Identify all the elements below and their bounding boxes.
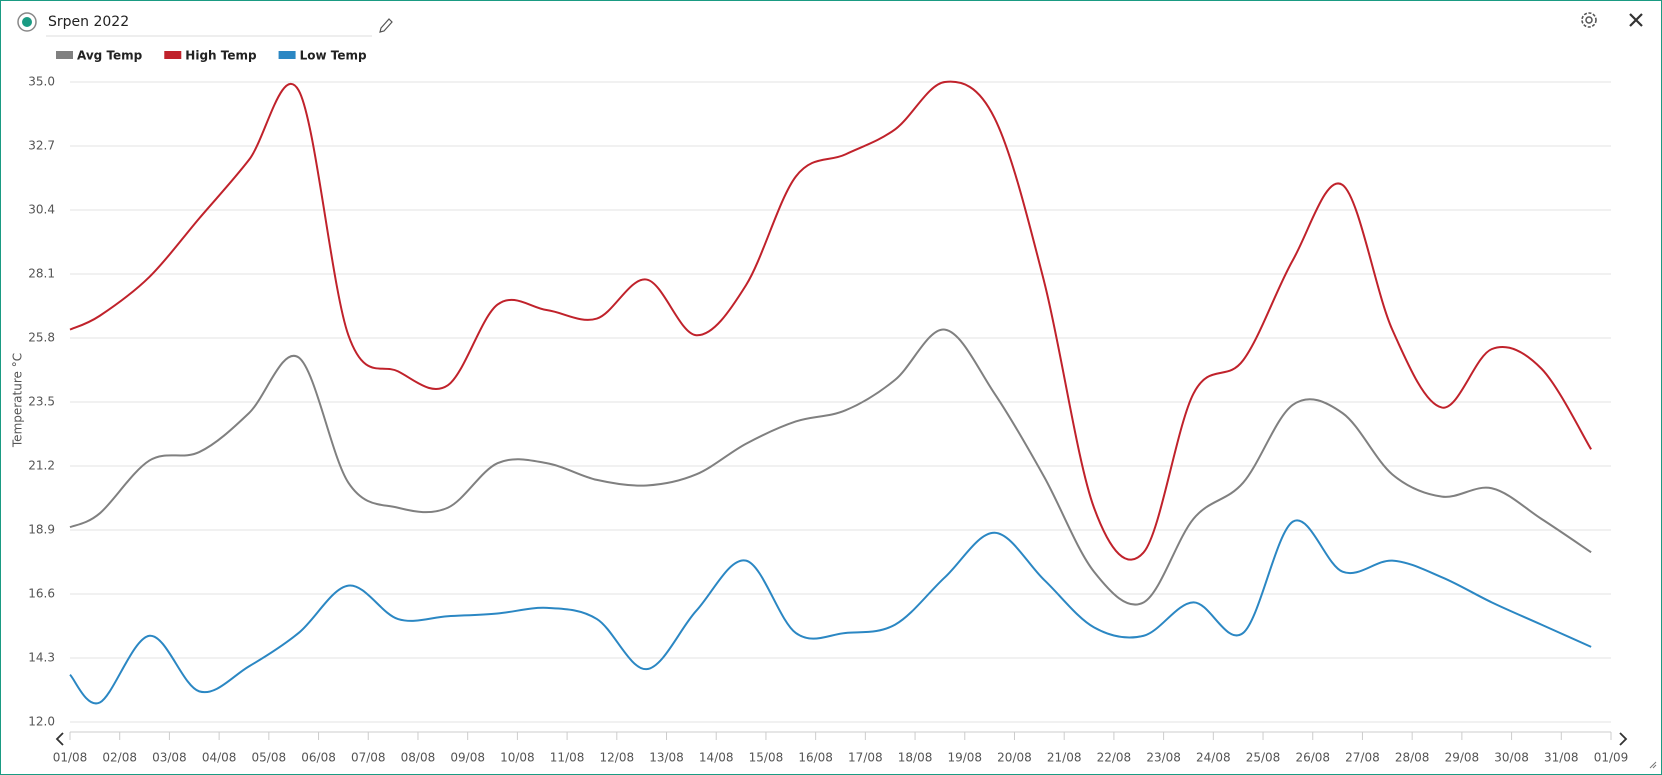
x-tick-label: 22/08 xyxy=(1097,751,1132,765)
x-tick-label: 21/08 xyxy=(1047,751,1082,765)
resize-handle[interactable] xyxy=(1649,761,1657,769)
status-dot xyxy=(22,17,32,27)
x-tick-label: 05/08 xyxy=(252,751,287,765)
x-tick-label: 20/08 xyxy=(997,751,1032,765)
x-tick-label: 29/08 xyxy=(1445,751,1480,765)
x-tick-label: 03/08 xyxy=(152,751,187,765)
y-tick-label: 16.6 xyxy=(28,587,55,601)
x-tick-label: 23/08 xyxy=(1146,751,1181,765)
x-tick-label: 07/08 xyxy=(351,751,386,765)
x-tick-label: 12/08 xyxy=(600,751,635,765)
x-tick-label: 09/08 xyxy=(450,751,485,765)
x-tick-label: 28/08 xyxy=(1395,751,1430,765)
y-tick-label: 23.5 xyxy=(28,395,55,409)
x-tick-label: 27/08 xyxy=(1345,751,1380,765)
x-tick-label: 10/08 xyxy=(500,751,535,765)
x-tick-label: 15/08 xyxy=(749,751,784,765)
legend-swatch xyxy=(56,51,73,59)
y-axis-label: Temperature °C xyxy=(11,353,25,448)
y-tick-label: 28.1 xyxy=(28,267,55,281)
series-line xyxy=(69,519,1592,705)
x-tick-label: 13/08 xyxy=(649,751,684,765)
y-tick-label: 30.4 xyxy=(28,203,55,217)
y-tick-label: 25.8 xyxy=(28,331,55,345)
x-tick-label: 19/08 xyxy=(947,751,982,765)
legend-label: High Temp xyxy=(185,49,257,63)
series-line xyxy=(69,328,1592,606)
chart-title[interactable]: Srpen 2022 xyxy=(48,14,129,30)
x-tick-label: 17/08 xyxy=(848,751,883,765)
x-tick-label: 02/08 xyxy=(102,751,137,765)
nav-prev[interactable] xyxy=(55,732,64,746)
x-tick-label: 31/08 xyxy=(1544,751,1579,765)
legend-label: Avg Temp xyxy=(77,49,143,63)
close-icon[interactable] xyxy=(1629,13,1643,27)
x-tick-label: 25/08 xyxy=(1246,751,1281,765)
x-tick-label: 01/09 xyxy=(1594,751,1629,765)
settings-icon[interactable] xyxy=(1581,12,1597,28)
legend-swatch xyxy=(278,51,296,59)
y-tick-label: 35.0 xyxy=(28,75,55,89)
y-tick-label: 32.7 xyxy=(28,139,55,153)
y-tick-label: 14.3 xyxy=(28,651,55,665)
status-icon[interactable] xyxy=(17,12,37,32)
x-tick-label: 30/08 xyxy=(1494,751,1529,765)
x-tick-label: 18/08 xyxy=(898,751,933,765)
series-line xyxy=(69,80,1592,561)
legend-label: Low Temp xyxy=(300,49,367,63)
nav-next[interactable] xyxy=(1619,732,1628,746)
x-tick-label: 16/08 xyxy=(798,751,833,765)
x-tick-label: 26/08 xyxy=(1295,751,1330,765)
x-tick-label: 06/08 xyxy=(301,751,336,765)
y-tick-label: 12.0 xyxy=(28,715,55,729)
x-tick-label: 11/08 xyxy=(550,751,585,765)
y-tick-label: 18.9 xyxy=(28,523,55,537)
x-tick-label: 08/08 xyxy=(401,751,436,765)
edit-icon[interactable] xyxy=(379,18,393,33)
x-tick-label: 24/08 xyxy=(1196,751,1231,765)
y-tick-label: 21.2 xyxy=(28,459,55,473)
x-tick-label: 01/08 xyxy=(53,751,88,765)
x-tick-label: 14/08 xyxy=(699,751,734,765)
legend-swatch xyxy=(164,51,182,59)
x-tick-label: 04/08 xyxy=(202,751,237,765)
